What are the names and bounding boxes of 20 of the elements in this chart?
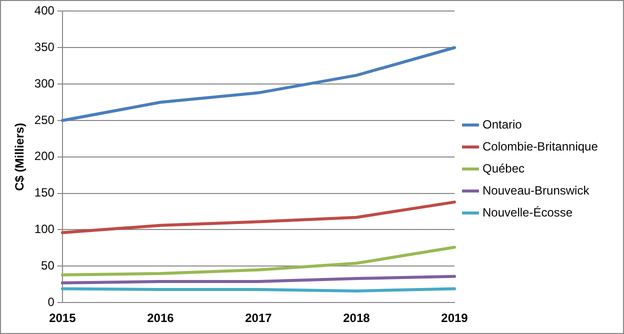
- legend-label: Colombie-Britannique: [482, 139, 598, 154]
- legend-label: Québec: [482, 161, 525, 176]
- y-tick-label: 50: [41, 258, 55, 272]
- y-tick-label: 400: [34, 4, 55, 18]
- x-tick-label: 2019: [441, 311, 468, 326]
- legend-label: Ontario: [482, 117, 522, 132]
- y-tick-label: 100: [34, 222, 55, 236]
- x-tick-label: 2018: [343, 311, 370, 326]
- y-axis-title: C$ (Milliers): [12, 122, 27, 191]
- y-tick-label: 350: [34, 40, 55, 54]
- y-tick-label: 300: [34, 76, 55, 90]
- legend-label: Nouvelle-Écosse: [482, 205, 573, 220]
- x-tick-label: 2016: [147, 311, 174, 326]
- y-tick-label: 0: [48, 294, 55, 309]
- y-tick-label: 150: [34, 186, 55, 200]
- y-tick-label: 200: [34, 149, 55, 164]
- legend-label: Nouveau-Brunswick: [482, 183, 590, 198]
- y-tick-label: 250: [34, 112, 55, 127]
- x-tick-label: 2017: [245, 311, 272, 326]
- x-tick-label: 2015: [49, 311, 76, 326]
